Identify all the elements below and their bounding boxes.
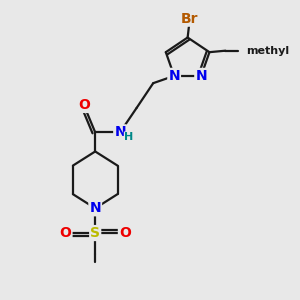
Text: H: H xyxy=(124,132,134,142)
Text: O: O xyxy=(119,226,131,240)
Text: S: S xyxy=(90,226,100,240)
Text: N: N xyxy=(168,69,180,83)
Text: N: N xyxy=(114,125,126,139)
Text: Br: Br xyxy=(181,12,198,26)
Text: O: O xyxy=(60,226,71,240)
Text: O: O xyxy=(78,98,90,112)
Text: N: N xyxy=(89,201,101,215)
Text: N: N xyxy=(195,69,207,83)
Text: methyl: methyl xyxy=(246,46,289,56)
